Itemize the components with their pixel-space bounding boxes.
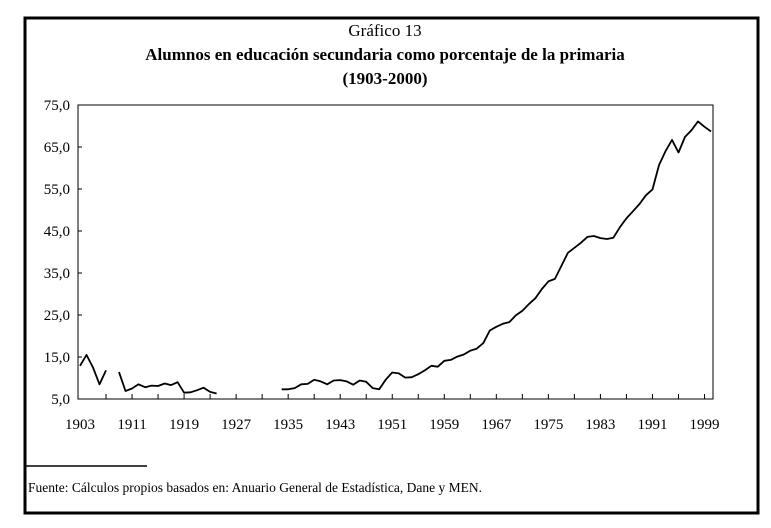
x-tick-label: 1999 [689,417,719,433]
line-segment [79,353,107,386]
x-tick-label: 1959 [429,417,459,433]
y-tick-label: 35,0 [44,266,70,282]
x-tick-label: 1911 [117,417,146,433]
x-tick-label: 1991 [637,417,667,433]
x-tick-label: 1903 [65,417,95,433]
x-tick-label: 1983 [585,417,615,433]
x-tick-label: 1975 [533,417,563,433]
x-axis: 1903 1911 1919 1927 1935 1943 1951 1959 1967 1975… [65,394,719,433]
y-tick-label: 75,0 [44,98,70,114]
x-tick-label: 1927 [221,417,252,433]
y-tick-label: 45,0 [44,224,70,240]
line-segment [281,120,712,391]
chart-title: Alumnos en educación secundaria como por… [145,45,625,64]
x-tick-label: 1967 [481,417,512,433]
chart-label: Gráfico 13 [348,21,421,40]
source-note: Fuente: Cálculos propios basados en: Anu… [28,480,482,495]
x-tick-label: 1943 [325,417,355,433]
x-tick-label: 1935 [273,417,303,433]
y-tick-label: 55,0 [44,182,70,198]
series-line [79,120,712,395]
chart-subtitle: (1903-2000) [343,69,428,88]
plot-area [77,104,714,400]
y-axis: 5,0 15,0 25,0 35,0 45,0 55,0 65,0 75,0 [44,98,82,408]
x-tick-label: 1951 [377,417,407,433]
y-tick-label: 5,0 [51,392,70,408]
y-tick-label: 25,0 [44,308,70,324]
y-tick-label: 65,0 [44,140,70,156]
x-tick-label: 1919 [169,417,199,433]
line-segment [118,371,217,395]
outer-frame [23,16,760,515]
y-tick-label: 15,0 [44,350,70,366]
